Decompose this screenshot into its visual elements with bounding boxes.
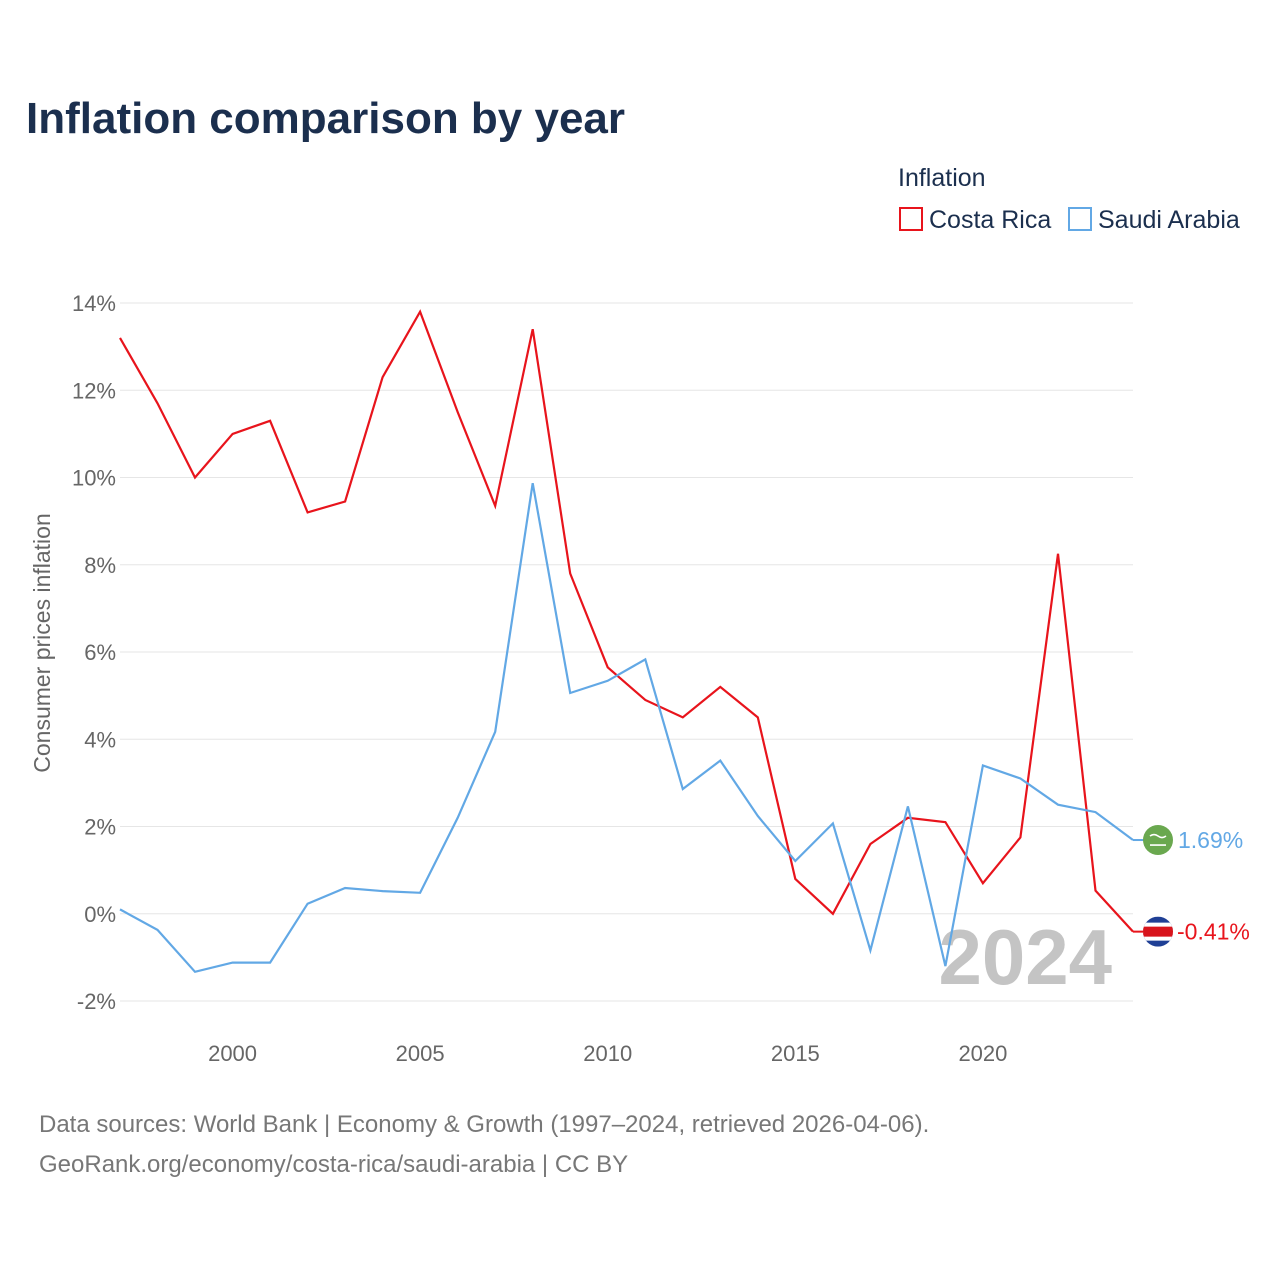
year-watermark: 2024 <box>938 913 1112 1001</box>
source-link[interactable]: GeoRank.org/economy/costa-rica/saudi-ara… <box>39 1151 628 1178</box>
y-axis-ticks: -2% 0% 2% 4% 6% 8% 10% 12% 14% <box>72 291 116 1014</box>
saudi-arabia-flag-icon <box>1143 825 1173 856</box>
legend: Inflation Costa Rica Saudi Arabia <box>898 164 1240 234</box>
y-tick-label: 2% <box>84 815 116 840</box>
x-tick-label: 2020 <box>958 1041 1007 1066</box>
y-tick-label: 4% <box>84 727 116 752</box>
chart-title: Inflation comparison by year <box>26 94 625 143</box>
x-tick-label: 2005 <box>396 1041 445 1066</box>
legend-title: Inflation <box>898 164 986 192</box>
x-axis-ticks: 2000 2005 2010 2015 2020 <box>208 1041 1007 1066</box>
series-line-costa-rica[interactable] <box>119 309 1134 933</box>
y-tick-label: 14% <box>72 291 116 316</box>
y-tick-label: 10% <box>72 466 116 491</box>
y-tick-label: 8% <box>84 553 116 578</box>
source-line-1: Data sources: World Bank | Economy & Gro… <box>39 1111 929 1138</box>
legend-label-costa-rica[interactable]: Costa Rica <box>929 206 1051 234</box>
x-tick-label: 2015 <box>771 1041 820 1066</box>
gridlines <box>120 302 1133 1002</box>
series-line-saudi-arabia[interactable] <box>119 483 1134 974</box>
y-tick-label: 6% <box>84 640 116 665</box>
costa-rica-end-value: -0.41% <box>1177 919 1250 945</box>
y-tick-label: 12% <box>72 378 116 403</box>
x-tick-label: 2010 <box>583 1041 632 1066</box>
y-axis-label: Consumer prices inflation <box>29 513 55 773</box>
saudi-arabia-end-value: 1.69% <box>1178 827 1243 853</box>
legend-label-saudi-arabia[interactable]: Saudi Arabia <box>1098 206 1240 234</box>
x-tick-label: 2000 <box>208 1041 257 1066</box>
series-lines <box>119 309 1134 974</box>
legend-swatch-costa-rica[interactable] <box>899 207 923 231</box>
end-markers: 1.69% -0.41% <box>1133 825 1250 947</box>
costa-rica-flag-icon <box>1143 916 1173 947</box>
y-tick-label: 0% <box>84 902 116 927</box>
y-tick-label: -2% <box>77 989 116 1014</box>
legend-swatch-saudi-arabia[interactable] <box>1068 207 1092 231</box>
